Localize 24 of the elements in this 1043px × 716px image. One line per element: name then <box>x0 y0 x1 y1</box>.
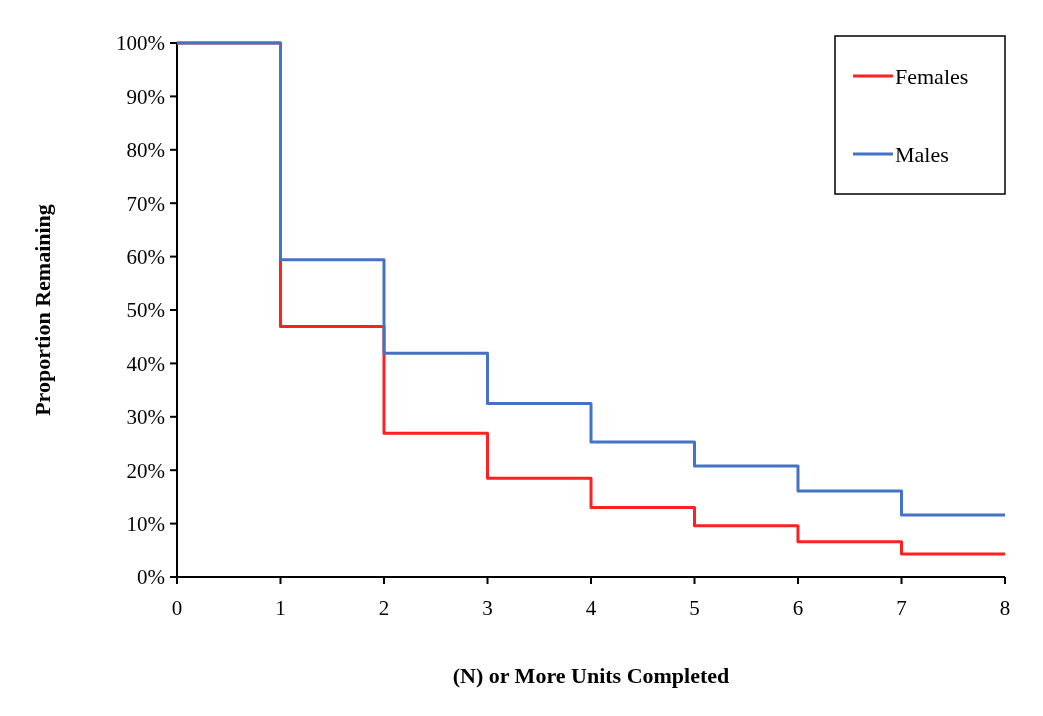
y-tick-label: 20% <box>126 458 165 483</box>
y-tick-label: 0% <box>137 565 165 590</box>
x-tick-label: 0 <box>171 596 183 620</box>
y-tick-label: 50% <box>126 298 165 323</box>
y-tick-label: 70% <box>126 191 165 216</box>
x-tick-label: 8 <box>999 596 1011 620</box>
legend-label: Females <box>895 63 969 89</box>
x-tick-label: 6 <box>792 596 804 620</box>
y-tick-label: 40% <box>126 351 165 376</box>
y-tick-label: 60% <box>126 244 165 269</box>
y-tick-label: 30% <box>126 405 165 430</box>
x-tick-label: 7 <box>896 596 907 620</box>
x-tick-label: 5 <box>689 596 700 620</box>
y-tick-label: 80% <box>126 138 165 163</box>
y-axis-title: Proportion Remaining <box>30 204 55 416</box>
x-tick-label: 1 <box>275 596 286 620</box>
y-tick-label: 10% <box>126 511 165 536</box>
y-tick-label: 100% <box>116 31 165 56</box>
x-tick-label: 4 <box>585 596 597 620</box>
legend-label: Males <box>895 141 949 167</box>
y-tick-label: 90% <box>126 84 165 109</box>
x-tick-label: 2 <box>378 596 390 620</box>
x-tick-label: 3 <box>482 596 493 620</box>
x-axis-title: (N) or More Units Completed <box>452 663 730 688</box>
